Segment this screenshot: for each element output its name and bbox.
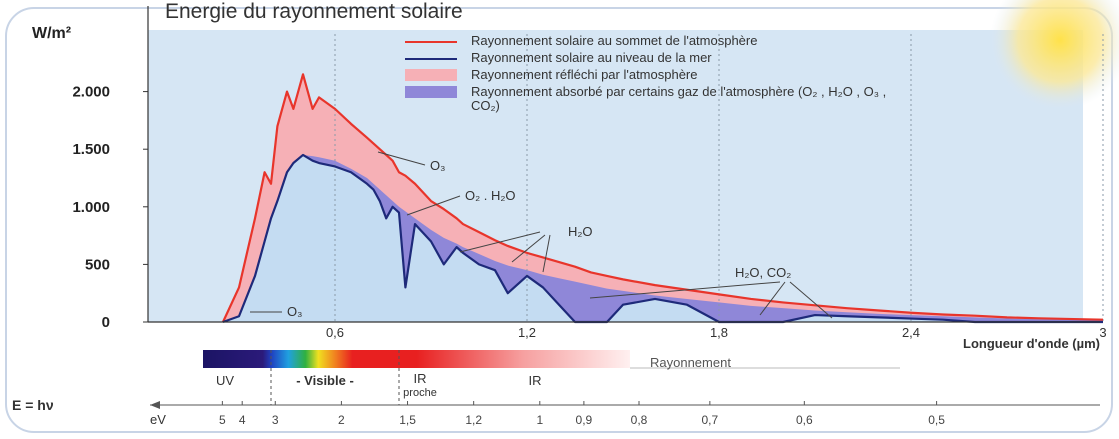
y-axis-label: W/m² xyxy=(32,25,71,42)
energy-tick-label: 0,7 xyxy=(702,413,719,427)
y-tick-label: 2.000 xyxy=(72,84,110,101)
energy-tick-label: 2 xyxy=(338,413,345,427)
x-tick-label: 1,2 xyxy=(518,325,536,340)
energy-tick-label: 3 xyxy=(272,413,279,427)
energy-tick-label: 1,2 xyxy=(465,413,482,427)
energy-tick-label: 1,5 xyxy=(399,413,416,427)
page: Energie du rayonnement solaire W/m² Long… xyxy=(0,0,1119,439)
legend-item: Rayonnement solaire au sommet de l'atmos… xyxy=(405,34,1045,48)
energy-tick-label: 1 xyxy=(536,413,543,427)
legend: Rayonnement solaire au sommet de l'atmos… xyxy=(405,34,1045,116)
x-axis-label: Longueur d'onde (µm) xyxy=(963,336,1100,351)
annotation: O₂ . H₂O xyxy=(465,188,516,203)
annotation: O₃ xyxy=(287,304,302,319)
chart-title: Energie du rayonnement solaire xyxy=(165,0,463,23)
legend-item: Rayonnement réfléchi par l'atmosphère xyxy=(405,68,1045,82)
x-tick-label: 0,6 xyxy=(326,325,344,340)
legend-item: Rayonnement solaire au niveau de la mer xyxy=(405,51,1045,65)
legend-swatch xyxy=(405,41,457,43)
spectrum-label: IR xyxy=(414,371,427,386)
energy-tick-label: 0,5 xyxy=(928,413,945,427)
x-tick-label: 1,8 xyxy=(710,325,728,340)
energy-tick-label: 5 xyxy=(219,413,226,427)
legend-item: Rayonnement absorbé par certains gaz de … xyxy=(405,85,1045,113)
energy-tick-label: 0,6 xyxy=(796,413,813,427)
annotation: H₂O, CO₂ xyxy=(735,265,791,280)
legend-label: Rayonnement réfléchi par l'atmosphère xyxy=(471,68,891,82)
legend-label: Rayonnement solaire au sommet de l'atmos… xyxy=(471,34,891,48)
spectrum-label: - Visible - xyxy=(296,373,354,388)
y-tick-label: 0 xyxy=(102,314,110,331)
legend-label: Rayonnement solaire au niveau de la mer xyxy=(471,51,891,65)
annotation: O₃ xyxy=(430,158,445,173)
legend-swatch xyxy=(405,69,457,81)
annotation: H₂O xyxy=(568,224,593,239)
spectrum-label: proche xyxy=(403,387,437,399)
y-tick-label: 1.500 xyxy=(72,141,110,158)
energy-tick-label: 4 xyxy=(239,413,246,427)
spectrum-band xyxy=(203,350,630,368)
legend-swatch xyxy=(405,86,457,98)
energy-unit: eV xyxy=(150,412,166,427)
legend-swatch xyxy=(405,58,457,60)
y-tick-label: 1.000 xyxy=(72,199,110,216)
y-tick-label: 500 xyxy=(85,256,110,273)
spectrum-label: Rayonnement xyxy=(650,355,731,370)
legend-label: Rayonnement absorbé par certains gaz de … xyxy=(471,85,891,113)
energy-label: E = hν xyxy=(12,397,54,413)
spectrum-label: UV xyxy=(216,373,234,388)
energy-tick-label: 0,9 xyxy=(576,413,593,427)
spectrum-label: IR xyxy=(529,373,542,388)
x-tick-label: 3 xyxy=(1099,325,1106,340)
energy-tick-label: 0,8 xyxy=(631,413,648,427)
x-tick-label: 2,4 xyxy=(902,325,920,340)
